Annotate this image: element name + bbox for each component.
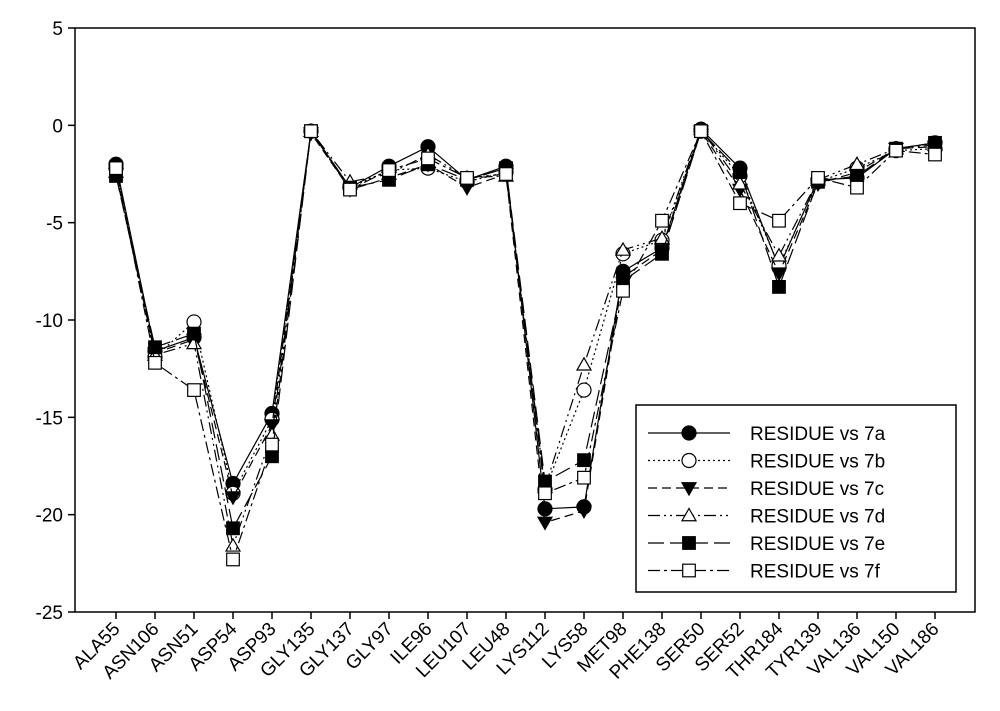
data-point xyxy=(538,474,552,489)
data-point xyxy=(224,491,242,506)
series-line xyxy=(115,129,936,531)
legend-marker xyxy=(680,507,698,522)
data-point xyxy=(614,241,632,256)
data-point xyxy=(537,501,553,517)
data-point xyxy=(187,383,201,397)
series-line xyxy=(115,129,936,562)
legend-item-2: RESIDUE vs 7b xyxy=(648,452,885,473)
data-point xyxy=(226,552,240,567)
legend-marker xyxy=(682,536,696,550)
data-point xyxy=(575,504,593,519)
data-point xyxy=(770,267,788,282)
data-point xyxy=(928,147,942,162)
y-tick-label: -20 xyxy=(36,506,63,527)
data-point xyxy=(265,437,279,452)
data-point xyxy=(109,161,123,176)
legend-label: RESIDUE vs 7f xyxy=(750,562,881,583)
data-point xyxy=(265,449,279,464)
data-point xyxy=(536,516,554,531)
data-point xyxy=(770,247,788,262)
legend-marker xyxy=(681,425,697,441)
data-point xyxy=(382,163,396,178)
legend-marker xyxy=(680,482,698,497)
data-point xyxy=(226,521,240,536)
legend-label: RESIDUE vs 7a xyxy=(750,424,886,445)
legend-label: RESIDUE vs 7b xyxy=(750,452,885,473)
data-point xyxy=(577,470,591,485)
data-point xyxy=(653,230,671,245)
data-point xyxy=(694,124,708,139)
y-axis: 5 0 -5 -10 -15 -20 -25 xyxy=(36,19,75,624)
series-line xyxy=(115,129,936,496)
y-tick-label: 5 xyxy=(52,19,63,40)
legend-label: RESIDUE vs 7d xyxy=(750,507,885,528)
legend-marker xyxy=(681,452,697,469)
data-point xyxy=(772,280,786,294)
series-6 xyxy=(109,124,942,567)
legend-item-6: RESIDUE vs 7f xyxy=(648,562,881,583)
data-point xyxy=(889,143,903,158)
legend-marker xyxy=(682,563,696,578)
y-tick-label: 0 xyxy=(52,116,63,137)
y-tick-label: -5 xyxy=(46,214,63,235)
data-point xyxy=(655,213,669,228)
data-point xyxy=(616,283,630,298)
data-point xyxy=(772,213,786,228)
data-point xyxy=(576,382,592,398)
y-tick-label: -25 xyxy=(36,603,63,624)
data-point xyxy=(850,169,864,183)
y-tick-label: -15 xyxy=(36,408,63,429)
x-axis: ALA55ASN106ASN51ASP54ASP93GLY135GLY137GL… xyxy=(69,612,944,684)
data-point xyxy=(421,151,435,166)
legend-label: RESIDUE vs 7e xyxy=(750,534,885,555)
data-point xyxy=(538,486,552,501)
series-line xyxy=(115,127,936,549)
data-point xyxy=(575,356,593,371)
data-point xyxy=(499,167,513,181)
legend-label: RESIDUE vs 7c xyxy=(750,479,884,500)
legend-item-3: RESIDUE vs 7c xyxy=(648,479,884,500)
legend-item-5: RESIDUE vs 7e xyxy=(648,534,885,555)
data-point xyxy=(850,180,864,195)
data-point xyxy=(731,175,749,190)
data-point xyxy=(187,326,201,341)
data-point xyxy=(733,165,747,179)
data-point xyxy=(304,124,318,139)
data-point xyxy=(343,182,357,197)
data-point xyxy=(655,246,669,261)
data-point xyxy=(928,135,942,150)
legend-item-1: RESIDUE vs 7a xyxy=(648,424,886,445)
series-layer xyxy=(107,121,944,567)
data-point xyxy=(148,355,162,370)
y-tick-label: -10 xyxy=(36,311,63,332)
data-point xyxy=(185,335,203,350)
series-line xyxy=(115,129,936,524)
data-point xyxy=(811,170,825,185)
legend: RESIDUE vs 7a RESIDUE vs 7b RESIDUE vs 7c R… xyxy=(635,404,957,593)
legend-item-4: RESIDUE vs 7d xyxy=(648,507,885,528)
data-point xyxy=(460,170,474,185)
data-point xyxy=(733,196,747,211)
